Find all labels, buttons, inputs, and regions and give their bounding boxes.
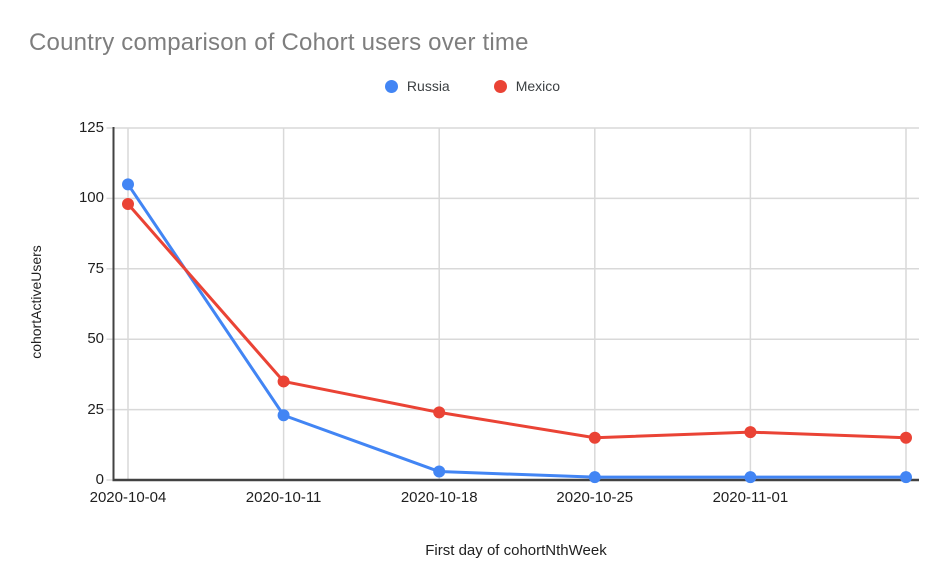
x-tick-label: 2020-10-11: [245, 489, 322, 506]
x-tick-label: 2020-10-04: [89, 489, 167, 506]
y-tick-label: 50: [87, 330, 104, 348]
mexico-line: [126, 202, 908, 440]
mexico-point: [588, 431, 601, 444]
mexico-point: [900, 431, 912, 444]
russia-point: [433, 465, 446, 478]
russia-point: [588, 471, 601, 484]
y-tick-label: 0: [95, 471, 104, 488]
mexico-point: [277, 375, 290, 388]
x-tick-label: 2020-10-25: [556, 489, 634, 506]
x-tick-label: 2020-11-01: [712, 489, 789, 506]
x-tick-label: 2020-10-18: [400, 489, 478, 506]
legend-item-mexico: Mexico: [493, 78, 561, 94]
russia-point: [900, 471, 912, 484]
mexico-series-dot-icon: [493, 79, 507, 93]
mexico-point: [433, 406, 446, 419]
russia-point: [744, 471, 757, 484]
chart-legend: Russia Mexico: [0, 78, 945, 94]
russia-line: [126, 182, 908, 479]
y-tick-label: 25: [87, 400, 104, 418]
chart-title: Country comparison of Cohort users over …: [29, 29, 529, 56]
russia-point: [277, 409, 290, 422]
x-axis-title: First day of cohortNthWeek: [425, 542, 607, 559]
y-tick-label: 125: [78, 119, 104, 136]
legend-item-russia: Russia: [384, 78, 450, 94]
mexico-point: [744, 426, 757, 439]
russia-point: [122, 178, 134, 191]
legend-label-russia: Russia: [406, 78, 450, 94]
russia-series-dot-icon: [384, 79, 398, 93]
mexico-point: [122, 198, 134, 211]
y-tick-label: 75: [87, 259, 104, 277]
legend-label-mexico: Mexico: [515, 78, 561, 94]
y-tick-label: 100: [78, 189, 104, 207]
